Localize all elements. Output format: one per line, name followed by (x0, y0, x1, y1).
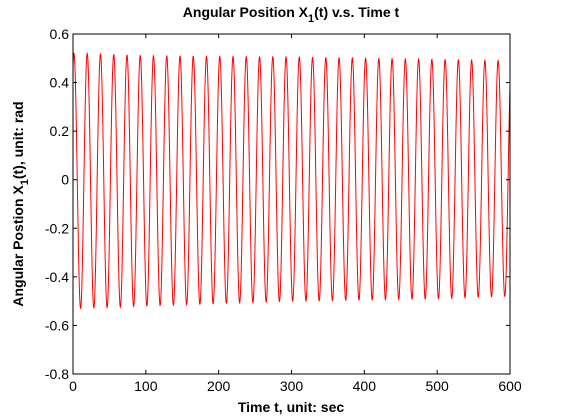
y-tick-label: -0.6 (45, 317, 69, 333)
ylabel-subscript: 1 (19, 179, 31, 185)
y-tick-label: 0.2 (50, 123, 70, 139)
title-subscript: 1 (308, 13, 314, 25)
y-tick-label: -0.2 (45, 220, 69, 236)
x-tick-label: 200 (207, 378, 231, 394)
x-tick-label: 600 (498, 378, 522, 394)
x-axis-label: Time t, unit: sec (238, 399, 345, 415)
x-tick-label: 0 (69, 378, 77, 394)
y-tick-label: 0.4 (50, 75, 70, 91)
y-tick-label: -0.8 (45, 366, 69, 382)
x-tick-label: 400 (353, 378, 377, 394)
chart-title: Angular Position X1(t) v.s. Time t (183, 4, 400, 25)
series-line (72, 52, 511, 310)
y-axis-label: Angular Postion X1(t), unit: rad (10, 101, 31, 306)
tick-layer: 0 100 200 300 400 500 600 -0.8 -0.6 -0.4 -0.2 0 0.2 0… (45, 26, 522, 394)
x-tick-label: 100 (134, 378, 158, 394)
y-tick-label: -0.4 (45, 269, 69, 285)
y-tick-label: 0.6 (50, 26, 70, 42)
x-tick-label: 500 (425, 378, 449, 394)
plot-frame (72, 33, 511, 375)
plot-area (73, 34, 510, 374)
series-layer (72, 52, 511, 310)
x-tick-label: 300 (280, 378, 304, 394)
y-tick-label: 0 (61, 172, 69, 188)
